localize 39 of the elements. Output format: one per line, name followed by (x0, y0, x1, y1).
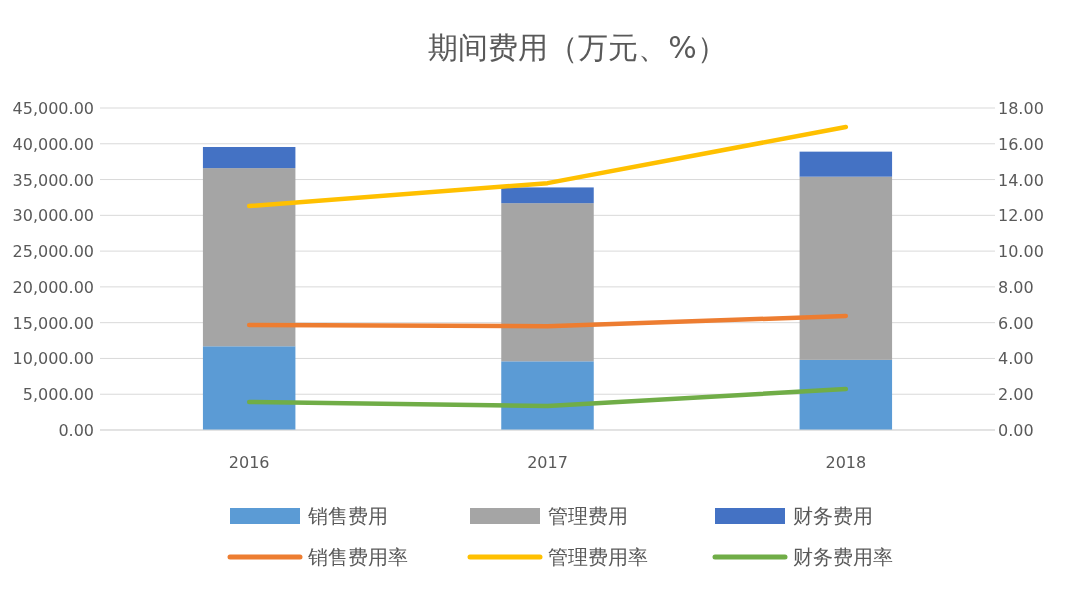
y-tick-label: 10,000.00 (12, 349, 94, 369)
legend-label: 销售费用 (307, 504, 388, 528)
y-tick-label: 20,000.00 (12, 277, 94, 297)
y2-tick-label: 8.00 (998, 277, 1034, 297)
legend-label: 管理费用率 (548, 545, 648, 569)
bar (501, 203, 594, 362)
y-tick-label: 0.00 (58, 421, 94, 440)
y2-tick-label: 14.00 (998, 170, 1044, 190)
y2-tick-label: 18.00 (998, 99, 1044, 118)
bar (202, 346, 296, 430)
y2-tick-label: 0.00 (998, 421, 1034, 440)
bar (799, 359, 893, 430)
bar (202, 147, 296, 169)
y-tick-label: 45,000.00 (12, 99, 94, 118)
y2-tick-label: 10.00 (998, 242, 1044, 262)
y-tick-label: 25,000.00 (12, 242, 94, 262)
x-tick-label: 2016 (228, 453, 270, 472)
y-tick-label: 15,000.00 (12, 313, 94, 333)
bar (799, 176, 893, 360)
y-tick-label: 40,000.00 (12, 134, 94, 154)
y2-tick-label: 4.00 (998, 349, 1034, 369)
legend-label: 财务费用率 (793, 545, 893, 569)
chart-title: 期间费用（万元、%） (428, 30, 727, 65)
legend-label: 管理费用 (548, 504, 628, 528)
bar (501, 361, 594, 430)
y2-tick-label: 2.00 (998, 385, 1034, 405)
y-tick-label: 5,000.00 (22, 385, 94, 405)
y-tick-label: 30,000.00 (12, 206, 94, 226)
x-tick-label: 2018 (825, 453, 867, 472)
y2-tick-label: 6.00 (998, 313, 1034, 333)
y2-tick-label: 12.00 (998, 206, 1044, 226)
y-tick-label: 35,000.00 (12, 170, 94, 190)
bar (799, 151, 893, 177)
bar (202, 168, 296, 347)
bar (501, 187, 594, 204)
x-tick-label: 2017 (527, 453, 568, 472)
legend-label: 销售费用率 (307, 545, 408, 569)
y2-tick-label: 16.00 (998, 134, 1044, 154)
legend-label: 财务费用 (793, 504, 873, 528)
